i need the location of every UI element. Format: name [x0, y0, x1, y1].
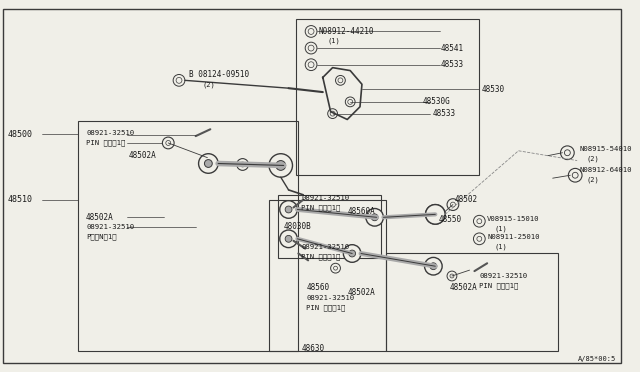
- Text: A/85*00:5: A/85*00:5: [578, 356, 616, 362]
- Circle shape: [331, 263, 340, 273]
- Circle shape: [237, 158, 248, 170]
- Circle shape: [285, 206, 292, 213]
- Circle shape: [371, 214, 378, 221]
- Text: 08921-32510: 08921-32510: [86, 224, 134, 230]
- Text: 48502: 48502: [455, 195, 478, 204]
- Circle shape: [426, 205, 445, 224]
- Circle shape: [447, 271, 457, 281]
- Text: 48533: 48533: [433, 109, 456, 118]
- Text: B 08124-09510: B 08124-09510: [189, 70, 249, 79]
- Text: (1): (1): [494, 226, 507, 232]
- Text: 48560A: 48560A: [348, 207, 375, 216]
- Text: 08921-32510: 08921-32510: [301, 195, 349, 201]
- Bar: [296, 19, 479, 175]
- Circle shape: [285, 235, 292, 242]
- Circle shape: [447, 199, 459, 211]
- Circle shape: [366, 208, 383, 226]
- Circle shape: [280, 230, 298, 248]
- Circle shape: [349, 250, 356, 257]
- Circle shape: [204, 160, 212, 167]
- Circle shape: [424, 257, 442, 275]
- Circle shape: [198, 154, 218, 173]
- Text: (2): (2): [587, 155, 600, 162]
- Bar: [78, 121, 298, 351]
- Text: N08912-44210: N08912-44210: [319, 27, 374, 36]
- Text: PIN ピン「1」: PIN ピン「1」: [479, 282, 518, 289]
- Text: (2): (2): [587, 177, 600, 183]
- Circle shape: [568, 169, 582, 182]
- Text: N08911-25010: N08911-25010: [487, 234, 540, 240]
- Text: PIN ピン「1」: PIN ピン「1」: [306, 304, 346, 311]
- Circle shape: [431, 211, 439, 218]
- Text: (2): (2): [202, 82, 215, 89]
- Text: PIN ピン「1」: PIN ピン「1」: [301, 204, 340, 211]
- Text: 08921-32510: 08921-32510: [301, 244, 349, 250]
- Circle shape: [163, 137, 174, 149]
- Text: PIN ピン「1」: PIN ピン「1」: [86, 140, 125, 146]
- Text: (1): (1): [494, 243, 507, 250]
- Text: 08921-32510: 08921-32510: [86, 130, 134, 136]
- Text: N08915-54010: N08915-54010: [579, 146, 632, 152]
- Circle shape: [173, 74, 185, 86]
- Text: 48502A: 48502A: [450, 283, 477, 292]
- Text: (1): (1): [328, 38, 340, 45]
- Bar: [387, 253, 557, 351]
- Circle shape: [474, 215, 485, 227]
- Text: 48530: 48530: [481, 85, 504, 94]
- Circle shape: [474, 233, 485, 245]
- Circle shape: [276, 161, 285, 170]
- Circle shape: [269, 154, 292, 177]
- Bar: [269, 200, 387, 351]
- Text: 48541: 48541: [440, 44, 463, 52]
- Text: 48502A: 48502A: [86, 213, 114, 222]
- Text: PピンN「1」: PピンN「1」: [86, 234, 116, 240]
- Circle shape: [561, 146, 574, 160]
- Text: 48030B: 48030B: [284, 222, 312, 231]
- Circle shape: [305, 42, 317, 54]
- Circle shape: [280, 201, 298, 218]
- Circle shape: [305, 26, 317, 37]
- Text: 08921-32510: 08921-32510: [306, 295, 355, 301]
- Text: 48533: 48533: [440, 60, 463, 69]
- Circle shape: [430, 263, 436, 270]
- Circle shape: [305, 59, 317, 71]
- Text: 48502A: 48502A: [348, 288, 375, 297]
- Text: 08921-32510: 08921-32510: [479, 273, 527, 279]
- Circle shape: [343, 245, 361, 262]
- Text: 48530G: 48530G: [422, 97, 451, 106]
- Text: PIN ピン「1」: PIN ピン「1」: [301, 253, 340, 260]
- Bar: [278, 195, 381, 259]
- Text: V08915-15010: V08915-15010: [487, 216, 540, 222]
- Text: 48630: 48630: [301, 344, 324, 353]
- Text: 48560: 48560: [306, 283, 330, 292]
- Text: 48500: 48500: [8, 130, 33, 139]
- Circle shape: [426, 205, 445, 224]
- Text: 48550: 48550: [438, 215, 461, 224]
- Text: 48510: 48510: [8, 195, 33, 204]
- Text: 48502A: 48502A: [129, 151, 157, 160]
- Text: N08912-64010: N08912-64010: [579, 167, 632, 173]
